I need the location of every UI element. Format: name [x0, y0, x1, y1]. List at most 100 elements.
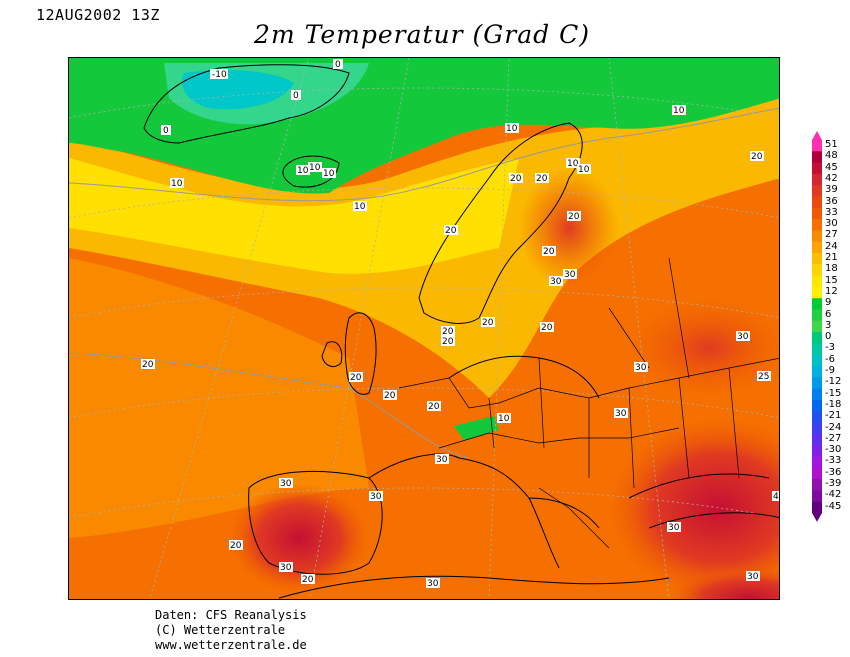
- contour-label: 20: [441, 326, 455, 337]
- contour-label: 0: [161, 125, 171, 136]
- contour-label: 0: [333, 59, 343, 70]
- coast-greenland: [143, 64, 350, 144]
- contour-label: 10: [353, 201, 367, 212]
- legend-swatch: [812, 422, 822, 435]
- svg-text:20: 20: [510, 174, 522, 184]
- legend-tick-label: -36: [825, 466, 842, 478]
- legend-swatch: [812, 343, 822, 356]
- svg-text:10: 10: [354, 202, 366, 212]
- coast-scandinavia: [418, 122, 583, 324]
- contour-label: 10: [672, 105, 686, 116]
- contour-label: 30: [435, 454, 449, 465]
- legend-tick-label: -21: [825, 410, 842, 422]
- svg-text:-10: -10: [212, 70, 227, 80]
- legend-tick-label: -27: [825, 432, 842, 444]
- field-alps: [454, 416, 499, 440]
- svg-text:10: 10: [673, 106, 685, 116]
- coast-britain: [344, 312, 377, 395]
- temperature-map: -10 0 0 0 10 10 10 10 10 10 10 10 10 10 …: [68, 57, 780, 600]
- legend-swatch: [812, 377, 822, 390]
- svg-text:20: 20: [384, 391, 396, 401]
- contour-label: 30: [667, 522, 681, 533]
- map-title: 2m Temperatur (Grad C): [254, 20, 590, 49]
- svg-text:30: 30: [427, 579, 439, 589]
- contour-label: 10: [170, 178, 184, 189]
- footer-copyright: (C) Wetterzentrale: [155, 623, 286, 637]
- legend-swatch: [812, 264, 822, 277]
- contour-label: 10: [505, 123, 519, 134]
- legend-tick-label: 12: [825, 285, 838, 297]
- contour-label: 30: [614, 408, 628, 419]
- legend-tick-label: 30: [825, 218, 838, 230]
- legend-tick-label: -9: [825, 365, 835, 376]
- contour-label: 20: [444, 225, 458, 236]
- coast-black-turkey: [628, 473, 779, 529]
- field-iceland: [279, 155, 349, 191]
- svg-text:20: 20: [350, 373, 362, 383]
- contour-label: 20: [535, 173, 549, 184]
- svg-text:30: 30: [635, 363, 647, 373]
- svg-text:20: 20: [442, 337, 454, 347]
- contour-label: 30: [369, 491, 383, 502]
- contour-label: 20: [567, 211, 581, 222]
- contour-label: 20: [540, 322, 554, 333]
- contour-label: 30: [563, 269, 577, 280]
- coast-ireland: [321, 341, 343, 367]
- contour-label: 25: [757, 371, 771, 382]
- svg-text:20: 20: [302, 575, 314, 585]
- legend-tick-label: -39: [825, 478, 842, 489]
- contour-label: 30: [279, 478, 293, 489]
- contour-label: 10: [577, 164, 591, 175]
- legend-swatch: [812, 230, 822, 243]
- svg-text:10: 10: [309, 163, 321, 173]
- svg-text:20: 20: [482, 318, 494, 328]
- legend-swatch: [812, 309, 822, 322]
- legend-tick-label: 51: [825, 139, 838, 150]
- footer-credits: Daten: CFS Reanalysis (C) Wetterzentrale…: [155, 608, 307, 653]
- contour-label: 10: [296, 165, 310, 176]
- legend-tick-label: 18: [825, 263, 838, 275]
- svg-text:30: 30: [280, 479, 292, 489]
- legend-tick-label: -42: [825, 489, 842, 501]
- contour-10: [69, 107, 779, 202]
- coast-iberia: [248, 470, 383, 575]
- svg-text:20: 20: [536, 174, 548, 184]
- contour-label: 20: [301, 574, 315, 585]
- contour-label: 10: [322, 168, 336, 179]
- legend-tick-label: 24: [825, 240, 838, 252]
- svg-text:30: 30: [564, 270, 576, 280]
- legend-tick-label: 27: [825, 229, 838, 241]
- legend-tick-label: -6: [825, 353, 835, 365]
- color-legend: 51 48 45 42 39 36 33 30 27 24 21 18 15 12 9 6 3 0 -3 -6 -9 -1…: [810, 130, 850, 530]
- legend-tick-label: 33: [825, 206, 838, 218]
- legend-tick-label: 21: [825, 252, 838, 263]
- legend-swatch: [812, 173, 822, 186]
- legend-swatch: [812, 490, 822, 503]
- legend-swatch: [812, 445, 822, 457]
- legend-tick-label: 6: [825, 308, 832, 320]
- contour-label: 30: [426, 578, 440, 589]
- legend-tick-label: -45: [825, 500, 842, 512]
- legend-tick-label: 9: [825, 297, 832, 309]
- contour-label: -10: [210, 69, 228, 80]
- contour-label: 10: [566, 158, 580, 169]
- svg-text:20: 20: [442, 327, 454, 337]
- legend-swatch: [812, 501, 822, 514]
- svg-text:0: 0: [335, 60, 341, 70]
- svg-text:20: 20: [543, 247, 555, 257]
- svg-text:20: 20: [751, 152, 763, 162]
- svg-text:30: 30: [737, 332, 749, 342]
- legend-swatch: [812, 411, 822, 423]
- legend-swatch: [812, 366, 822, 378]
- svg-text:10: 10: [297, 166, 309, 176]
- legend-tick-label: 45: [825, 161, 838, 173]
- field-baltic-heat: [519, 168, 619, 288]
- svg-text:20: 20: [445, 226, 457, 236]
- legend-tick-label: -18: [825, 398, 842, 410]
- contour-label: 4: [772, 491, 779, 502]
- legend-swatch: [812, 219, 822, 231]
- legend-tick-label: -12: [825, 376, 842, 388]
- contour-label: 20: [481, 317, 495, 328]
- field-greenland-cold: [181, 70, 294, 110]
- map-date: 12AUG2002 13Z: [36, 6, 160, 24]
